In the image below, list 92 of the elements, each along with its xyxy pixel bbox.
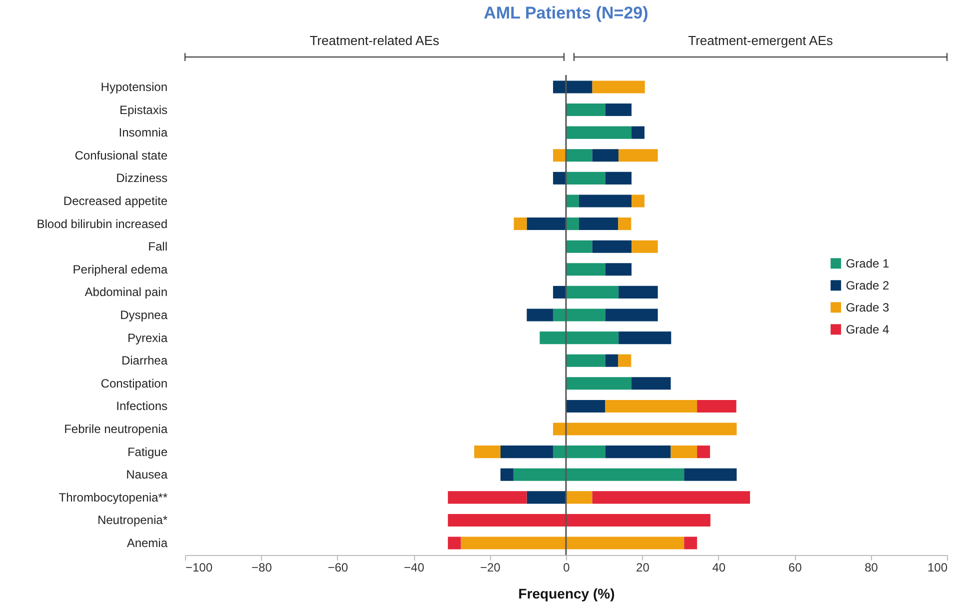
bar <box>566 126 632 139</box>
y-tick-label: Epistaxis <box>119 102 168 117</box>
y-tick-label: Constipation <box>100 376 168 390</box>
x-tick-label: −40 <box>404 560 425 574</box>
y-tick-label: Anemia <box>126 536 168 550</box>
bar <box>514 218 527 230</box>
y-tick-label: Peripheral edema <box>72 262 168 276</box>
bar <box>526 491 566 504</box>
bar <box>670 446 698 458</box>
bar <box>566 149 592 162</box>
bar <box>618 332 672 344</box>
bar <box>592 149 619 162</box>
bar <box>566 218 579 230</box>
y-tick-label: Dyspnea <box>120 308 168 322</box>
text: Treatment-emergent AEs <box>688 33 834 48</box>
bar <box>632 377 671 390</box>
legend-label: Grade 3 <box>846 300 890 314</box>
bar <box>553 286 566 298</box>
y-tick-label: Diarrhea <box>121 354 168 368</box>
legend-label: Grade 4 <box>846 322 890 336</box>
x-tick-label: −60 <box>328 560 348 574</box>
bar <box>566 400 606 412</box>
y-tick-label: Hypotension <box>100 80 168 94</box>
bar <box>566 263 606 276</box>
text: Treatment-related AEs <box>310 33 440 48</box>
bar <box>578 218 618 230</box>
bar <box>697 400 736 412</box>
bar <box>500 446 554 458</box>
bar <box>605 354 618 367</box>
bar <box>618 149 658 162</box>
legend-label: Grade 2 <box>846 278 890 292</box>
y-tick-label: Pyrexia <box>127 330 168 345</box>
bar <box>632 240 658 253</box>
bar <box>605 400 698 412</box>
y-tick-label: Fall <box>148 240 168 254</box>
bar <box>618 286 658 298</box>
bar <box>566 104 606 116</box>
chart-title: AML Patients (N=29) <box>484 3 648 22</box>
bar <box>632 194 644 208</box>
y-tick-label: Insomnia <box>118 126 168 140</box>
bar <box>605 446 671 458</box>
bar <box>592 491 750 504</box>
y-tick-label: Thrombocytopenia** <box>58 490 168 504</box>
x-tick-label: 20 <box>636 560 650 574</box>
bar <box>592 240 632 253</box>
x-tick-label: −100 <box>186 560 213 574</box>
y-tick-label: Neutropenia* <box>97 513 168 528</box>
bar <box>618 218 632 230</box>
x-tick-label: 60 <box>788 560 802 574</box>
y-tick-label: Infections <box>116 399 168 414</box>
bar <box>526 308 554 322</box>
bar <box>684 468 737 481</box>
bar <box>566 286 619 298</box>
bar <box>605 263 632 276</box>
y-tick-label: Febrile neutropenia <box>64 422 168 436</box>
x-tick-label: 0 <box>563 560 570 574</box>
x-tick-label: −80 <box>252 560 272 574</box>
bar <box>566 172 606 184</box>
x-axis-title: Frequency (%) <box>518 586 615 602</box>
bar <box>592 80 645 94</box>
bar <box>553 172 566 184</box>
bar <box>578 194 632 208</box>
x-tick-label: 40 <box>712 560 726 574</box>
bar <box>566 240 592 253</box>
bar <box>605 172 632 184</box>
y-tick-label: Blood bilirubin increased <box>36 216 168 231</box>
bar <box>566 194 579 208</box>
bar <box>566 354 606 367</box>
bar <box>632 126 644 139</box>
bar <box>605 104 632 116</box>
bar <box>500 468 514 481</box>
y-tick-label: Decreased appetite <box>63 194 168 208</box>
y-tick-label: Dizziness <box>116 171 168 186</box>
y-tick-label: Fatigue <box>127 444 168 459</box>
bar <box>684 536 698 550</box>
legend-label: Grade 1 <box>846 256 890 270</box>
bar <box>605 308 658 322</box>
y-tick-label: Abdominal pain <box>84 285 168 300</box>
bar <box>526 218 566 230</box>
bar <box>553 149 566 162</box>
bar <box>566 377 632 390</box>
bar <box>566 491 592 504</box>
y-tick-label: Nausea <box>126 468 168 482</box>
bar <box>448 536 461 550</box>
bar <box>448 491 527 504</box>
bar <box>618 354 632 367</box>
bar <box>697 446 710 458</box>
x-tick-label: −20 <box>480 560 501 574</box>
x-tick-label: 100 <box>927 560 948 574</box>
y-tick-label: Confusional state <box>74 148 168 162</box>
bar <box>474 446 500 458</box>
x-tick-label: 80 <box>864 560 878 574</box>
